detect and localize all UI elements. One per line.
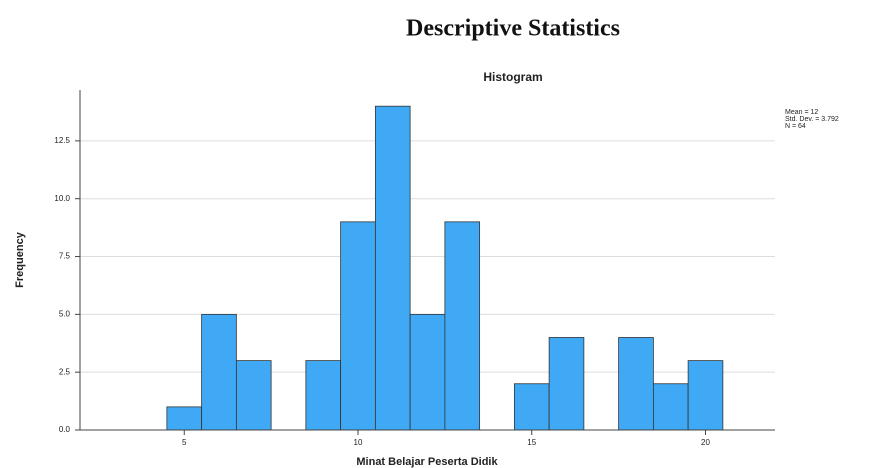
y-tick-label: 7.5 bbox=[59, 252, 71, 261]
bar bbox=[235, 360, 272, 431]
x-tick-label: 5 bbox=[182, 438, 187, 447]
bar bbox=[166, 406, 203, 431]
bar bbox=[409, 313, 446, 431]
bar bbox=[548, 337, 585, 431]
bar bbox=[374, 105, 411, 431]
y-axis-label: Frequency bbox=[14, 231, 26, 288]
stats-annotation: Std. Dev. = 3.792 bbox=[785, 116, 839, 123]
y-tick-label: 10.0 bbox=[54, 194, 70, 203]
x-tick-label: 15 bbox=[527, 438, 536, 447]
bar bbox=[687, 360, 724, 431]
stats-annotation: N = 64 bbox=[785, 123, 806, 130]
bar bbox=[305, 360, 342, 431]
bar bbox=[444, 221, 481, 431]
x-tick-label: 10 bbox=[354, 438, 363, 447]
bar bbox=[652, 383, 689, 431]
y-tick-label: 0.0 bbox=[59, 425, 71, 434]
y-tick-label: 2.5 bbox=[59, 367, 71, 376]
bar bbox=[340, 221, 376, 431]
page-heading: Descriptive Statistics bbox=[406, 16, 620, 42]
bar bbox=[201, 313, 237, 431]
x-tick-label: 20 bbox=[701, 438, 710, 447]
x-axis-label: Minat Belajar Peserta Didik bbox=[356, 456, 498, 468]
chart-title: Histogram bbox=[483, 70, 542, 84]
y-tick-label: 12.5 bbox=[54, 136, 70, 145]
stats-annotation: Mean = 12 bbox=[785, 109, 818, 116]
bar bbox=[513, 383, 550, 431]
bar bbox=[618, 337, 654, 431]
y-tick-label: 5.0 bbox=[59, 309, 71, 318]
